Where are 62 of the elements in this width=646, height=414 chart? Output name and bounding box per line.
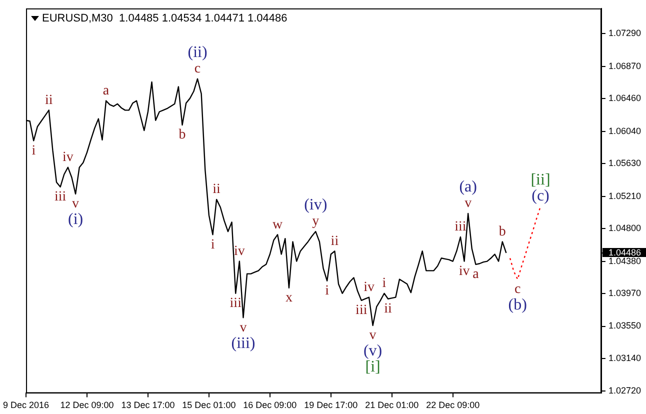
annotation: (iv) bbox=[304, 196, 328, 214]
annotation: v bbox=[464, 196, 472, 212]
annotation: ii bbox=[330, 234, 339, 249]
annotation: c bbox=[514, 282, 521, 297]
annotation: (i) bbox=[68, 211, 84, 228]
annotation: iv bbox=[458, 264, 470, 279]
y-tick-label: 1.06870 bbox=[608, 60, 642, 71]
annotation: iii bbox=[54, 190, 66, 205]
y-tick-label: 1.05630 bbox=[608, 158, 642, 168]
annotation: a bbox=[102, 83, 110, 98]
annotation: iv bbox=[234, 244, 245, 259]
y-tick-label: 1.04380 bbox=[608, 256, 642, 266]
annotation: iv bbox=[364, 280, 374, 295]
x-tick-label: 21 Dec 01:00 bbox=[365, 400, 419, 410]
annotation: x bbox=[285, 290, 292, 306]
annotation: iii bbox=[454, 220, 466, 235]
annotation: b bbox=[498, 224, 506, 240]
annotation: (a) bbox=[459, 178, 477, 196]
line-series bbox=[509, 206, 542, 280]
annotation: iv bbox=[62, 150, 74, 166]
annotation: [i] bbox=[365, 358, 380, 376]
y-tick-label: 1.03140 bbox=[608, 352, 642, 363]
y-tick-label: 1.05210 bbox=[608, 190, 642, 201]
annotation: v bbox=[240, 320, 247, 336]
annotation: (c) bbox=[532, 188, 550, 205]
x-tick-label: 19 Dec 17:00 bbox=[304, 400, 358, 410]
x-tick-label: 13 Dec 17:00 bbox=[121, 400, 175, 410]
y-tick-label: 1.06040 bbox=[608, 126, 642, 136]
annotation: ii bbox=[44, 92, 53, 108]
y-tick-label: 1.07290 bbox=[608, 28, 642, 38]
annotation: b bbox=[178, 128, 186, 143]
annotation: i bbox=[325, 284, 330, 299]
annotation: i bbox=[32, 143, 36, 158]
x-tick-label: 22 Dec 09:00 bbox=[426, 400, 480, 410]
x-tick-label: 9 Dec 2016 bbox=[2, 400, 50, 410]
annotation: i bbox=[210, 237, 215, 252]
annotation: v bbox=[72, 196, 80, 212]
annotation: y bbox=[312, 214, 320, 230]
annotation: c bbox=[194, 62, 201, 77]
annotation: iii bbox=[356, 303, 368, 318]
x-tick-label: 12 Dec 09:00 bbox=[60, 400, 114, 410]
x-tick-label: 15 Dec 01:00 bbox=[182, 400, 236, 410]
annotation: v bbox=[369, 328, 376, 344]
annotation: (v) bbox=[363, 342, 382, 360]
y-tick-label: 1.02720 bbox=[608, 386, 642, 396]
chart-title: EURUSD,M30 1.04485 1.04534 1.04471 1.04486 bbox=[42, 12, 288, 24]
y-tick-label: 1.04486 bbox=[608, 247, 642, 258]
y-tick-label: 1.06460 bbox=[608, 92, 642, 103]
annotation: (ii) bbox=[188, 44, 208, 62]
y-tick-label: 1.04800 bbox=[608, 222, 642, 233]
annotation: ii bbox=[384, 302, 392, 317]
annotation: w bbox=[272, 217, 284, 232]
annotation: iii bbox=[230, 296, 242, 312]
y-tick-label: 1.03970 bbox=[608, 288, 642, 298]
annotation: i bbox=[382, 276, 386, 292]
x-tick-label: 16 Dec 09:00 bbox=[243, 400, 297, 410]
annotation: (b) bbox=[508, 296, 527, 314]
annotation: (iii) bbox=[231, 334, 256, 352]
annotation: a bbox=[472, 267, 480, 282]
annotation: ii bbox=[212, 182, 221, 198]
y-tick-label: 1.03550 bbox=[608, 320, 642, 331]
annotation: [ii] bbox=[530, 172, 550, 189]
